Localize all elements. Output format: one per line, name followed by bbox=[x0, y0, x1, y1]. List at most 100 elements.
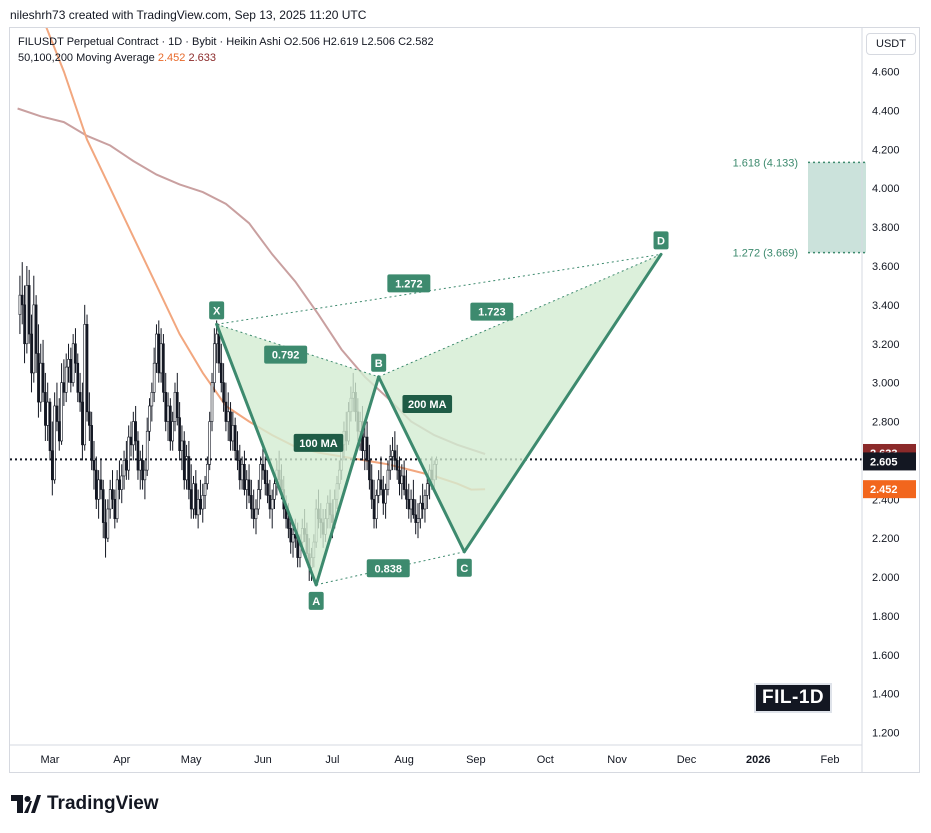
x-tick-label: May bbox=[181, 754, 202, 766]
candle-body bbox=[92, 460, 96, 471]
candle-body bbox=[270, 498, 274, 510]
candle-body bbox=[99, 479, 103, 490]
ma-label-bg bbox=[402, 395, 453, 414]
tradingview-logo[interactable]: TradingView bbox=[11, 791, 159, 817]
candle-body bbox=[27, 285, 31, 335]
candle-body bbox=[71, 343, 75, 383]
candle-body bbox=[64, 366, 68, 393]
candle-body bbox=[18, 294, 22, 315]
candle-body bbox=[208, 421, 212, 465]
symbol-legend[interactable]: FILUSDT Perpetual Contract · 1D · Bybit … bbox=[18, 36, 434, 48]
point-label-A: A bbox=[312, 596, 320, 608]
candles bbox=[10, 262, 862, 581]
author-header: nileshrh73 created with TradingView.com,… bbox=[10, 8, 367, 22]
candle-body bbox=[393, 450, 397, 461]
candle-body bbox=[386, 469, 390, 490]
candle-body bbox=[173, 392, 177, 422]
candle-body bbox=[245, 479, 249, 490]
candle-body bbox=[76, 362, 80, 393]
pattern-leg-AB bbox=[314, 375, 381, 587]
candle-body bbox=[166, 405, 170, 422]
y-tick-label: 4.400 bbox=[872, 105, 900, 117]
candle-body bbox=[55, 405, 59, 422]
candle-body bbox=[115, 479, 119, 520]
candle-body bbox=[60, 382, 63, 442]
harmonic-pattern bbox=[215, 252, 663, 587]
candle-body bbox=[138, 460, 142, 471]
candle-body bbox=[88, 411, 91, 426]
candle-body bbox=[67, 359, 70, 368]
target-level-label: 1.272 (3.669) bbox=[733, 248, 798, 260]
candle-body bbox=[233, 425, 237, 451]
y-tick-label: 4.600 bbox=[872, 67, 900, 79]
candle-body bbox=[375, 495, 378, 520]
candle-body bbox=[402, 475, 406, 490]
candle-body bbox=[372, 498, 376, 520]
y-tick-label: 1.200 bbox=[872, 728, 900, 740]
ratio-label: 0.792 bbox=[272, 350, 300, 362]
y-tick-label: 3.600 bbox=[872, 261, 900, 273]
candle-body bbox=[39, 362, 43, 403]
candle-body bbox=[187, 456, 191, 490]
point-label-C: C bbox=[460, 563, 468, 575]
candle-body bbox=[273, 483, 276, 500]
candle-body bbox=[175, 392, 179, 418]
chart-frame[interactable] bbox=[9, 27, 920, 773]
target-level-label: 1.618 (4.133) bbox=[733, 157, 798, 169]
candle-body bbox=[120, 475, 124, 490]
y-tick-label: 1.600 bbox=[872, 650, 900, 662]
y-tick-label: 4.000 bbox=[872, 183, 900, 195]
axes: 1.2001.4001.6001.8002.0002.2002.4002.600… bbox=[10, 28, 916, 772]
candle-body bbox=[224, 401, 228, 422]
point-label-D-bg bbox=[653, 231, 669, 250]
y-tick-label: 1.400 bbox=[872, 689, 900, 701]
point-label-D: D bbox=[657, 235, 665, 247]
candle-body bbox=[127, 436, 130, 471]
x-tick-label: Nov bbox=[607, 754, 627, 766]
pattern-leg-BC bbox=[377, 375, 466, 554]
tradingview-logo-icon bbox=[11, 795, 41, 813]
tradingview-wordmark: TradingView bbox=[47, 793, 159, 814]
candle-body bbox=[104, 522, 107, 539]
x-tick-label: Sep bbox=[466, 754, 486, 766]
candle-body bbox=[97, 479, 100, 500]
candle-body bbox=[122, 460, 126, 477]
candle-body bbox=[414, 514, 417, 523]
candle-body bbox=[419, 502, 422, 520]
currency-selector[interactable]: USDT bbox=[866, 33, 916, 55]
candle-body bbox=[219, 362, 223, 383]
candle-body bbox=[23, 304, 26, 345]
candle-body bbox=[106, 508, 110, 539]
candle-body bbox=[150, 392, 154, 407]
candle-body bbox=[78, 392, 82, 403]
candle-body bbox=[421, 502, 424, 510]
candle-body bbox=[196, 498, 200, 516]
pattern-leg-XA bbox=[215, 322, 318, 587]
candle-body bbox=[199, 498, 202, 510]
candle-body bbox=[34, 304, 38, 354]
y-tick-label: 4.200 bbox=[872, 144, 900, 156]
candle-body bbox=[171, 421, 174, 442]
candle-body bbox=[30, 333, 33, 374]
candle-body bbox=[37, 353, 40, 403]
price-badge-ma100 bbox=[863, 480, 916, 499]
candle-body bbox=[62, 382, 66, 393]
candle-body bbox=[85, 324, 89, 413]
candle-body bbox=[118, 479, 121, 490]
candle-body bbox=[388, 456, 392, 471]
x-tick-label: Jun bbox=[254, 754, 272, 766]
candle-body bbox=[41, 362, 45, 393]
candle-body bbox=[81, 401, 84, 446]
candle-body bbox=[46, 401, 49, 426]
point-label-A-bg bbox=[308, 591, 324, 610]
candle-body bbox=[263, 469, 267, 485]
x-tick-label: Aug bbox=[394, 754, 414, 766]
candle-body bbox=[250, 495, 253, 510]
candle-body bbox=[368, 460, 371, 481]
ma-legend[interactable]: 50,100,200 Moving Average 2.452 2.633 bbox=[18, 52, 216, 64]
candle-body bbox=[287, 518, 290, 529]
y-tick-label: 3.800 bbox=[872, 222, 900, 234]
candle-body bbox=[400, 475, 404, 485]
candle-body bbox=[94, 469, 98, 500]
